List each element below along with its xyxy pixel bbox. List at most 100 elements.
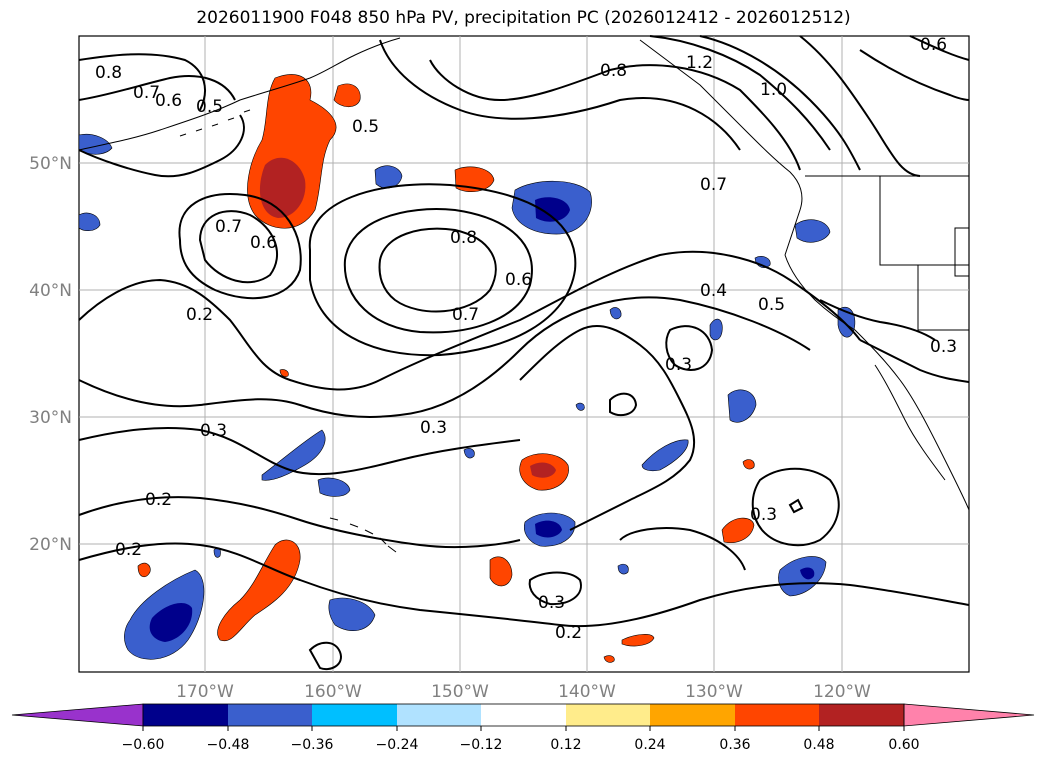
pv-contour	[178, 193, 302, 300]
precip-positive-area	[603, 655, 615, 663]
contour-label: 0.8	[450, 228, 477, 248]
pv-contour	[788, 498, 804, 514]
coastlines	[78, 37, 970, 553]
contour-label: 0.7	[133, 83, 160, 103]
lat-label: 50°N	[29, 154, 72, 174]
lon-label: 160°W	[304, 682, 362, 702]
pv-contour	[198, 210, 279, 284]
precip-negative-area	[617, 563, 629, 575]
colorbar-tick-label: −0.36	[291, 737, 334, 753]
precip-positive-area	[721, 517, 755, 543]
precip-negative-area	[78, 212, 101, 231]
colorbar-swatch	[397, 704, 481, 726]
pv-contour	[308, 183, 577, 357]
precip-negative-core	[535, 520, 562, 538]
lat-label: 30°N	[29, 408, 72, 428]
contour-label: 0.8	[600, 61, 627, 81]
bc-coast	[639, 39, 803, 256]
pv-contour	[429, 59, 801, 171]
precip-negative-area	[463, 448, 475, 459]
pv-contour	[528, 571, 582, 606]
precip-negative-area	[709, 318, 723, 341]
colorbar-tick-label: −0.48	[207, 737, 250, 753]
state-borders	[879, 176, 970, 331]
precip-positive-area	[454, 166, 495, 193]
precip-negative-area	[328, 597, 376, 632]
lat-label: 40°N	[29, 281, 72, 301]
contour-label: 0.3	[200, 421, 227, 441]
precip-positive-area	[137, 562, 151, 578]
pv-contour	[78, 250, 861, 391]
colorbar-frame	[142, 703, 905, 727]
precip-positive-area	[742, 459, 755, 470]
lon-label: 150°W	[431, 682, 489, 702]
pv-contour	[665, 325, 714, 371]
pv-contour	[379, 39, 741, 151]
pv-contour	[78, 53, 206, 111]
pv-contour	[819, 299, 936, 341]
precip-positive-area	[489, 556, 513, 587]
contour-label: 0.4	[700, 281, 727, 301]
us-west-coast	[784, 254, 970, 511]
lon-label: 140°W	[558, 682, 616, 702]
precip-negative-area	[641, 439, 689, 472]
pv-contour	[78, 496, 521, 549]
contour-label: 0.2	[186, 305, 213, 325]
pv-contour	[609, 392, 638, 417]
pv-contour	[78, 75, 236, 101]
lon-axis-labels: 170°W 160°W 150°W 140°W 130°W 120°W	[176, 682, 871, 702]
colorbar-swatch	[819, 704, 904, 726]
aleutian-islands	[179, 109, 251, 137]
contour-label: 0.7	[700, 175, 727, 195]
precip-negative-area	[794, 219, 831, 243]
map-title: 2026011900 F048 850 hPa PV, precipitatio…	[196, 8, 851, 28]
pv-contour	[909, 35, 970, 61]
colorbar-tick-label: −0.12	[460, 737, 503, 753]
contour-label: 0.7	[215, 217, 242, 237]
contour-label: 0.8	[95, 63, 122, 83]
colorbar-swatch	[650, 704, 735, 726]
colorbar-tick-label: 0.60	[888, 737, 919, 753]
pv-contour	[649, 35, 831, 151]
contour-label: 0.6	[250, 233, 277, 253]
pv-contour	[519, 325, 696, 531]
hawaii-islands	[329, 517, 397, 553]
colorbar: −0.60 −0.48 −0.36 −0.24 −0.12 0.12 0.24 …	[11, 703, 1035, 753]
precip-negative-core	[149, 603, 193, 642]
colorbar-swatch	[566, 704, 650, 726]
pv-contour	[699, 35, 861, 171]
contour-label: 0.5	[758, 295, 785, 315]
colorbar-swatch	[312, 704, 397, 726]
precip-negative-area	[317, 477, 351, 497]
colorbar-tick-label: −0.24	[376, 737, 419, 753]
precip-negative-area	[609, 307, 622, 320]
contour-label: 0.2	[555, 623, 582, 643]
precip-positive-area	[621, 634, 655, 647]
precip-negative-core	[800, 567, 815, 580]
pv-contour	[859, 49, 970, 101]
precip-negative-area	[261, 429, 326, 481]
pv-contour	[859, 339, 970, 383]
colorbar-tick-label: 0.24	[634, 737, 665, 753]
contour-label: 0.6	[920, 35, 947, 55]
colorbar-swatch	[143, 704, 228, 726]
pv-contour	[619, 527, 746, 571]
lat-label: 20°N	[29, 535, 72, 555]
precip-negative-core	[535, 197, 570, 222]
colorbar-swatch	[228, 704, 312, 726]
contour-label: 0.5	[196, 97, 223, 117]
lon-label: 130°W	[685, 682, 743, 702]
contour-label: 0.3	[538, 593, 565, 613]
pv-contour	[78, 427, 521, 476]
baja-coast	[874, 364, 946, 481]
contour-label: 0.3	[750, 505, 777, 525]
precip-positive-area	[217, 539, 301, 642]
contour-label: 0.5	[352, 117, 379, 137]
pv-contours	[78, 35, 970, 671]
contour-label: 0.3	[930, 337, 957, 357]
contour-label: 0.6	[155, 91, 182, 111]
contour-label: 1.2	[686, 53, 713, 73]
precip-negative-area	[575, 402, 585, 411]
lat-axis-labels: 50°N 40°N 30°N 20°N	[29, 154, 72, 555]
